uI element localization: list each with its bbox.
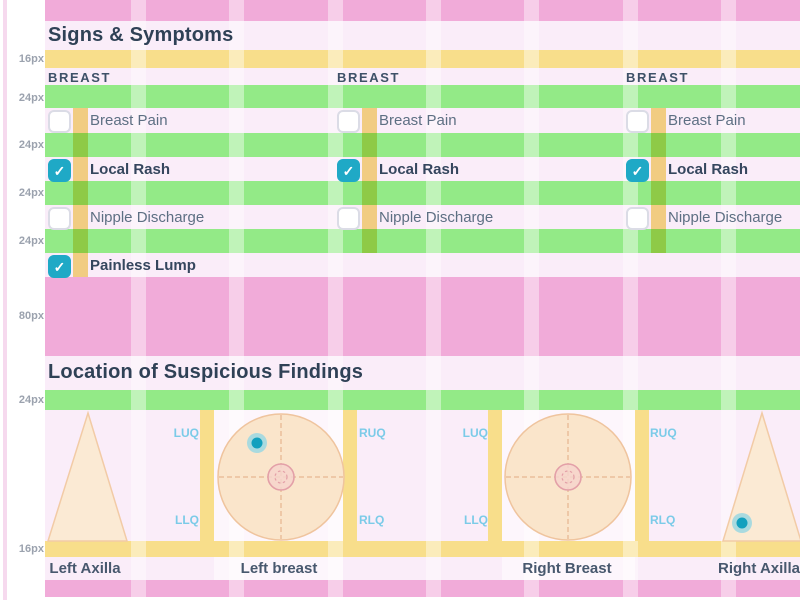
checkbox-row-bg-3	[45, 205, 800, 229]
breast-group-header-1: BREAST	[48, 70, 112, 85]
quadrant-label-rlq: RLQ	[359, 513, 385, 527]
breast-group-header-2: BREAST	[337, 70, 401, 85]
ruler-label: 24px	[18, 394, 44, 406]
checkbox-local-rash-2[interactable]	[337, 159, 360, 182]
diagram-row-bg	[45, 410, 800, 541]
ruler-label: 16px	[18, 53, 44, 65]
signs-symptoms-title: Signs & Symptoms	[48, 24, 234, 46]
symptom-row-local-rash-2: Local Rash	[337, 157, 582, 182]
column-gutter-stripe	[229, 0, 244, 597]
symptom-row-breast-pain-1: Breast Pain	[48, 108, 293, 133]
spacing-band-16px-bottom	[45, 541, 800, 557]
location-label-right-axilla: Right Axilla	[718, 560, 800, 577]
spacing-band-pink-top	[45, 0, 800, 21]
diagram-gap-strip	[488, 410, 502, 541]
location-label-left-breast: Left breast	[240, 560, 318, 577]
checkbox-label: Breast Pain	[90, 112, 168, 129]
diagram-gap-strip	[343, 410, 357, 541]
checkbox-label: Nipple Discharge	[379, 209, 494, 226]
title-row-bg	[45, 21, 800, 50]
checkbox-row-bg-1	[45, 108, 800, 133]
checkbox-local-rash-1[interactable]	[48, 159, 71, 182]
checkbox-local-rash-3[interactable]	[626, 159, 649, 182]
checkbox-label: Painless Lump	[90, 257, 196, 274]
column-gutter-stripe	[328, 0, 343, 597]
checkbox-label: Breast Pain	[668, 112, 746, 129]
ruler-label: 24px	[18, 92, 44, 104]
checkbox-label: Breast Pain	[379, 112, 457, 129]
ruler-label: 80px	[18, 310, 44, 322]
checkbox-nipple-discharge-1[interactable]	[48, 207, 71, 230]
spacing-band-80px	[45, 277, 800, 356]
location-label-left-axilla: Left Axilla	[49, 560, 121, 577]
checkbox-gap-strip	[362, 108, 377, 253]
quadrant-label-llq: LLQ	[464, 513, 488, 527]
ruler-edge-line	[3, 0, 7, 600]
ruler-label: 16px	[18, 543, 44, 555]
symptom-row-local-rash-3: Local Rash	[626, 157, 800, 182]
checkbox-label: Nipple Discharge	[90, 209, 205, 226]
findings-title: Location of Suspicious Findings	[48, 361, 364, 383]
symptom-row-nipple-discharge-3: Nipple Discharge	[626, 205, 800, 230]
quadrant-label-luq: LUQ	[462, 426, 488, 440]
quadrant-label-ruq: RUQ	[650, 426, 677, 440]
checkbox-nipple-discharge-2[interactable]	[337, 207, 360, 230]
checkbox-label: Nipple Discharge	[668, 209, 783, 226]
checkbox-breast-pain-2[interactable]	[337, 110, 360, 133]
symptom-row-local-rash-1: Local Rash	[48, 157, 293, 182]
breast-group-header-3: BREAST	[626, 70, 690, 85]
spacing-band-24px-1	[45, 85, 800, 108]
checkbox-gap-strip	[651, 108, 666, 253]
checkbox-breast-pain-1[interactable]	[48, 110, 71, 133]
ruler-label: 24px	[18, 187, 44, 199]
spacing-band-16px-top	[45, 50, 800, 68]
location-label-right-breast: Right Breast	[522, 560, 612, 577]
checkbox-label: Local Rash	[379, 161, 460, 178]
ruler-label: 24px	[18, 139, 44, 151]
symptom-row-nipple-discharge-2: Nipple Discharge	[337, 205, 582, 230]
checkbox-row-bg-4	[45, 253, 800, 277]
spacing-band-24px-3	[45, 181, 800, 205]
spacing-band-24px-4	[45, 229, 800, 253]
quadrant-label-llq: LLQ	[175, 513, 199, 527]
spacing-band-pink-bottom	[45, 580, 800, 597]
quadrant-label-ruq: RUQ	[359, 426, 386, 440]
checkbox-breast-pain-3[interactable]	[626, 110, 649, 133]
spacing-band-24px-2	[45, 133, 800, 157]
quadrant-label-luq: LUQ	[173, 426, 199, 440]
quadrant-label-rlq: RLQ	[650, 513, 676, 527]
spacing-band-24px-5	[45, 390, 800, 410]
title2-row-bg	[45, 356, 800, 390]
symptom-row-breast-pain-3: Breast Pain	[626, 108, 800, 133]
diagram-label-row-bg	[45, 557, 800, 580]
checkbox-label: Local Rash	[668, 161, 749, 178]
diagram-gap-strip	[200, 410, 214, 541]
group-header-row-bg	[45, 68, 800, 85]
checkbox-painless-lump-1[interactable]	[48, 255, 71, 278]
symptom-row-breast-pain-2: Breast Pain	[337, 108, 582, 133]
column-gutter-stripe	[131, 0, 146, 597]
column-gutter-stripe	[524, 0, 539, 597]
column-gutter-stripe	[721, 0, 736, 597]
ruler-label: 24px	[18, 235, 44, 247]
symptom-row-nipple-discharge-1: Nipple Discharge	[48, 205, 293, 230]
diagram-gap-strip	[635, 410, 649, 541]
checkbox-gap-strip	[73, 108, 88, 277]
checkbox-label: Local Rash	[90, 161, 171, 178]
column-gutter-stripe	[426, 0, 441, 597]
checkbox-nipple-discharge-3[interactable]	[626, 207, 649, 230]
symptom-row-painless-lump-1: Painless Lump	[48, 253, 293, 278]
checkbox-row-bg-2	[45, 157, 800, 181]
